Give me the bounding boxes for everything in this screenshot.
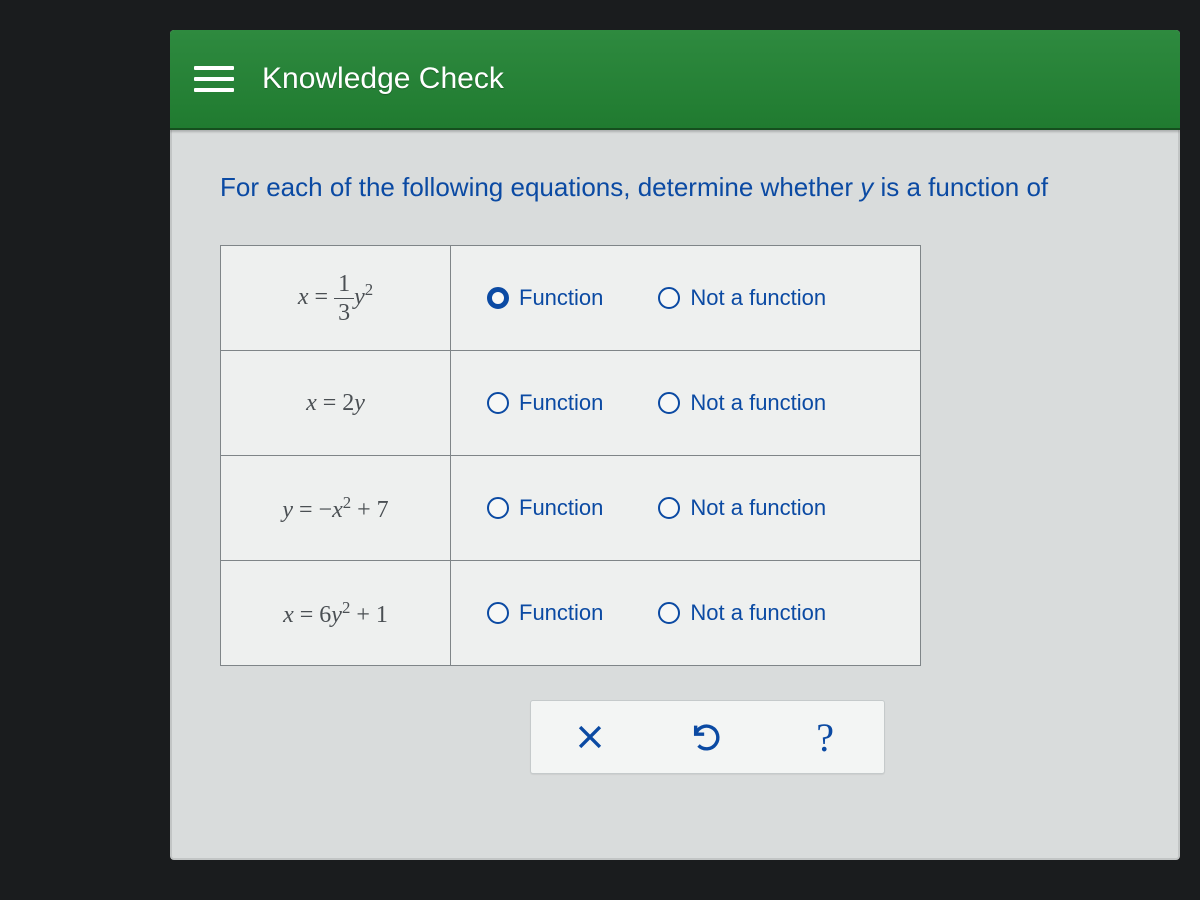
radio-icon [487,287,509,309]
header-bar: Knowledge Check [170,30,1180,130]
equation-cell: y = −x2 + 7 [221,456,451,561]
question-prompt: For each of the following equations, det… [220,168,1130,207]
equation-cell: x = 2y [221,351,451,456]
equations-table: x = 13y2 Function Not a function x = 2y Func… [220,245,921,666]
radio-icon [658,392,680,414]
radio-icon [487,497,509,519]
radio-not-function[interactable]: Not a function [658,495,826,521]
options-cell: Function Not a function [451,456,921,561]
table-row: x = 6y2 + 1 Function Not a function [221,561,921,666]
page-title: Knowledge Check [262,62,504,96]
radio-function[interactable]: Function [487,390,603,416]
equation-cell: x = 13y2 [221,246,451,351]
content-area: For each of the following equations, det… [170,130,1180,812]
radio-not-function[interactable]: Not a function [658,285,826,311]
radio-label: Not a function [690,285,826,311]
radio-label: Not a function [690,390,826,416]
help-icon: ? [816,714,834,761]
reset-button[interactable] [684,714,730,760]
radio-icon [658,497,680,519]
radio-not-function[interactable]: Not a function [658,600,826,626]
options-row: Function Not a function [487,600,920,626]
radio-label: Not a function [690,600,826,626]
menu-icon[interactable] [194,59,234,99]
table-row: y = −x2 + 7 Function Not a function [221,456,921,561]
clear-button[interactable] [567,714,613,760]
answer-toolbar: ? [530,700,885,774]
undo-icon [690,720,724,754]
radio-icon [487,602,509,624]
options-row: Function Not a function [487,390,920,416]
options-cell: Function Not a function [451,561,921,666]
prompt-variable: y [860,172,873,202]
radio-icon [487,392,509,414]
options-row: Function Not a function [487,495,920,521]
radio-function[interactable]: Function [487,285,603,311]
x-icon [573,720,607,754]
radio-label: Function [519,600,603,626]
equation-cell: x = 6y2 + 1 [221,561,451,666]
radio-icon [658,287,680,309]
options-row: Function Not a function [487,285,920,311]
options-cell: Function Not a function [451,246,921,351]
options-cell: Function Not a function [451,351,921,456]
radio-function[interactable]: Function [487,600,603,626]
radio-label: Function [519,495,603,521]
radio-not-function[interactable]: Not a function [658,390,826,416]
prompt-suffix: is a function of [873,172,1048,202]
table-row: x = 13y2 Function Not a function [221,246,921,351]
radio-function[interactable]: Function [487,495,603,521]
table-row: x = 2y Function Not a function [221,351,921,456]
app-panel: Knowledge Check For each of the followin… [170,30,1180,860]
radio-icon [658,602,680,624]
prompt-prefix: For each of the following equations, det… [220,172,860,202]
radio-label: Function [519,390,603,416]
radio-label: Not a function [690,495,826,521]
radio-label: Function [519,285,603,311]
help-button[interactable]: ? [802,714,848,760]
